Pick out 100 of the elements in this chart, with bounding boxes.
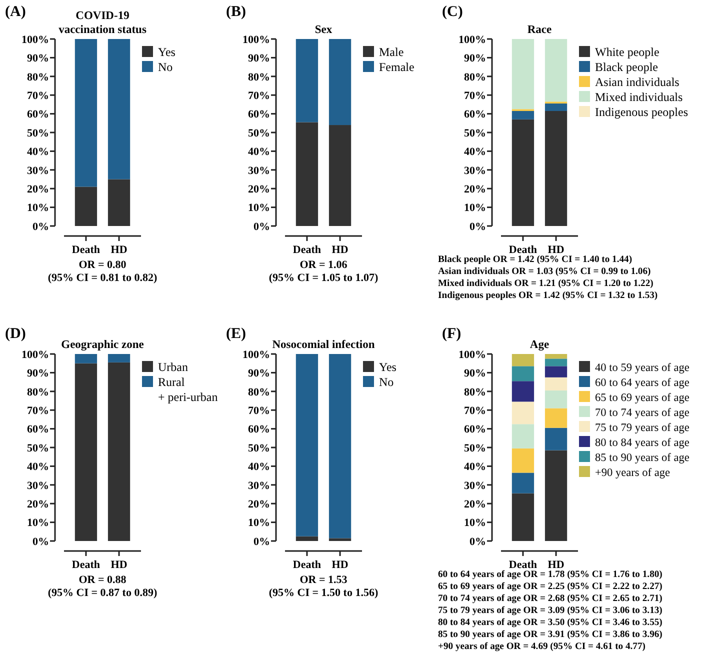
text: OR = 0.88 xyxy=(78,574,127,586)
legend-label: 80 to 84 years of age xyxy=(595,437,690,449)
bar xyxy=(544,450,568,541)
text: Black people OR = 1.42 (95% CI = 1.40 to 1.44) xyxy=(438,254,632,265)
chart-title: Nosocomial infection xyxy=(272,339,376,351)
y-tick-label: 20% xyxy=(27,498,49,510)
bar xyxy=(512,448,534,473)
y-tick-label: 60% xyxy=(248,424,270,436)
y-tick-label: 90% xyxy=(248,368,270,380)
bar xyxy=(512,110,534,120)
text: (E) xyxy=(226,326,246,342)
x-tick-label: Death xyxy=(72,559,100,571)
y-tick-label: 60% xyxy=(464,424,486,436)
text: 85 to 90 years of age OR = 3.91 (95% CI = 3.86 to 3.96) xyxy=(438,629,662,640)
legend-label: Urban xyxy=(158,360,188,374)
y-tick-label: 20% xyxy=(248,498,270,510)
y-tick-label: 40% xyxy=(27,461,49,474)
text: (F) xyxy=(442,326,462,342)
y-tick-label: 80% xyxy=(464,386,486,398)
bar xyxy=(544,358,568,366)
text: (C) xyxy=(442,4,463,20)
y-tick-label: 40% xyxy=(248,461,270,474)
chart-title: Geographic zone xyxy=(61,339,144,351)
text: (95% CI = 1.05 to 1.07) xyxy=(268,272,378,284)
x-tick-label: Death xyxy=(72,244,100,256)
x-tick-label: HD xyxy=(332,559,348,571)
bar xyxy=(512,381,534,402)
y-tick-label: 10% xyxy=(248,517,270,530)
x-tick-label: HD xyxy=(548,244,564,256)
text: (D) xyxy=(5,326,26,342)
y-tick-label: 90% xyxy=(27,368,49,380)
bar xyxy=(108,179,130,226)
text: +90 years of age OR = 4.69 (95% CI = 4.61 to 4.77) xyxy=(438,641,646,652)
y-tick-label: 100% xyxy=(22,34,49,46)
legend-label: +90 years of age xyxy=(595,467,670,479)
legend-label: 70 to 74 years of age xyxy=(595,407,690,419)
text: OR = 1.53 xyxy=(300,574,348,586)
legend-label: 60 to 64 years of age xyxy=(595,377,690,389)
x-tick-label: HD xyxy=(110,559,128,571)
y-tick-label: 20% xyxy=(464,498,486,510)
y-tick-label: 50% xyxy=(464,442,486,454)
y-tick-label: 70% xyxy=(27,404,49,417)
y-tick-label: 30% xyxy=(27,164,49,177)
y-tick-label: 80% xyxy=(464,71,486,84)
y-tick-label: 40% xyxy=(464,461,486,474)
y-tick-label: 60% xyxy=(27,108,49,121)
y-tick-label: 50% xyxy=(27,442,49,454)
legend-label: No xyxy=(379,375,394,389)
y-tick-label: 40% xyxy=(248,146,270,158)
legend-label: No xyxy=(158,60,173,74)
legend-label: Rural + peri-urban xyxy=(158,375,218,404)
text: (A) xyxy=(5,4,26,20)
text: Mixed individuals OR = 1.21 (95% CI = 1.20 to 1.22) xyxy=(438,278,654,289)
bar xyxy=(544,104,568,111)
bar xyxy=(544,390,568,408)
y-tick-label: 20% xyxy=(464,183,486,196)
y-tick-label: 10% xyxy=(27,202,49,214)
x-tick-label: Death xyxy=(508,559,538,571)
legend-label: White people xyxy=(595,45,660,59)
bar xyxy=(544,39,568,102)
bar xyxy=(512,39,534,110)
text: 60 to 64 years of age OR = 1.78 (95% CI = 1.76 to 1.80) xyxy=(438,569,662,580)
x-tick-label: Death xyxy=(292,559,322,571)
bar xyxy=(512,493,534,541)
y-tick-label: 90% xyxy=(27,52,49,65)
bar xyxy=(328,39,352,126)
bar xyxy=(108,39,130,180)
bar xyxy=(544,110,568,226)
text: (B) xyxy=(226,4,246,20)
text: 65 to 69 years of age OR = 2.25 (95% CI = 2.22 to 2.27) xyxy=(438,581,662,592)
bar xyxy=(512,472,534,494)
y-tick-label: 50% xyxy=(248,442,270,454)
bar xyxy=(296,122,318,226)
legend-label: 65 to 69 years of age xyxy=(595,392,690,404)
y-tick-label: 90% xyxy=(464,52,486,65)
text: Indigenous peoples OR = 1.42 (95% CI = 1.32 to 1.53) xyxy=(438,290,658,301)
legend-label: 40 to 59 years of age xyxy=(595,362,690,374)
bar xyxy=(328,354,352,538)
text: 70 to 74 years of age OR = 2.68 (95% CI = 2.65 to 2.71) xyxy=(438,593,662,604)
text: OR = 1.06 xyxy=(300,259,348,271)
y-tick-label: 0% xyxy=(254,220,270,233)
y-tick-label: 0% xyxy=(470,536,486,548)
bar xyxy=(544,408,568,428)
bar xyxy=(512,366,534,382)
y-tick-label: 100% xyxy=(458,348,486,361)
y-tick-label: 70% xyxy=(464,90,486,102)
y-tick-label: 30% xyxy=(248,164,270,177)
legend-label: Black people xyxy=(595,60,658,74)
y-tick-label: 20% xyxy=(248,183,270,196)
y-tick-label: 60% xyxy=(27,424,49,436)
legend-label: Indigenous peoples xyxy=(595,105,688,119)
y-tick-label: 90% xyxy=(248,52,270,65)
y-tick-label: 80% xyxy=(27,386,49,398)
bar xyxy=(512,402,534,424)
y-tick-label: 40% xyxy=(27,146,49,158)
chart-title: Sex xyxy=(314,24,332,36)
bar xyxy=(74,186,98,226)
y-tick-label: 80% xyxy=(248,386,270,398)
chart-title: Age xyxy=(530,339,550,351)
y-tick-label: 10% xyxy=(464,517,486,530)
